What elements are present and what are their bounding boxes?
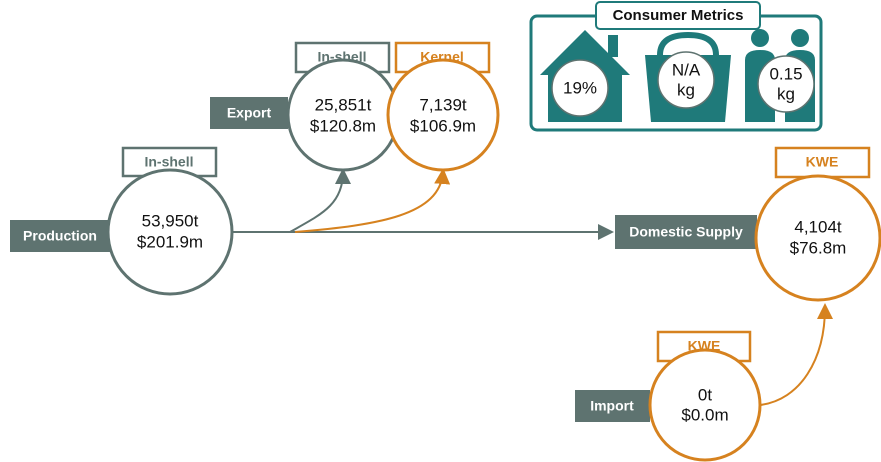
amount: 7,139t	[419, 95, 467, 114]
metric-unit: kg	[777, 84, 795, 103]
flow-arrow	[294, 168, 451, 233]
metric-value: N/A	[672, 60, 701, 79]
flow-arrow	[289, 168, 351, 233]
label: Import	[590, 398, 634, 414]
value: $120.8m	[310, 116, 376, 135]
metrics-title: Consumer Metrics	[613, 7, 744, 24]
label: Export	[227, 105, 272, 121]
label-box	[575, 390, 650, 422]
node-circle	[648, 348, 762, 462]
label-box	[10, 220, 110, 252]
basket-icon	[657, 31, 719, 56]
flows	[232, 168, 833, 406]
node-circle	[754, 174, 881, 302]
flow-arrow	[759, 303, 833, 406]
label: Domestic Supply	[629, 224, 743, 240]
metric-value: 0.15	[769, 64, 802, 83]
tag: KWE	[806, 154, 839, 170]
value: $106.9m	[410, 116, 476, 135]
amount: 0t	[698, 385, 712, 404]
node-circle	[386, 58, 500, 172]
value: $201.9m	[137, 232, 203, 251]
amount: 4,104t	[794, 217, 842, 236]
value: $0.0m	[681, 405, 728, 424]
amount: 53,950t	[142, 211, 199, 230]
people-icon	[751, 29, 769, 47]
metrics-title-box	[595, 1, 761, 30]
amount: 25,851t	[315, 95, 372, 114]
metric-value: 19%	[563, 78, 597, 97]
node-circle	[106, 168, 234, 296]
label: Production	[23, 228, 97, 244]
house-icon	[608, 35, 618, 57]
metric-circle	[551, 59, 609, 117]
metric-circle	[657, 51, 715, 109]
people-icon	[791, 29, 809, 47]
value: $76.8m	[790, 238, 847, 257]
metric-unit: kg	[677, 80, 695, 99]
metric-circle	[757, 55, 815, 113]
label-box	[615, 215, 757, 249]
label-box	[210, 97, 288, 129]
tag: In-shell	[144, 154, 193, 170]
node-circle	[286, 58, 400, 172]
